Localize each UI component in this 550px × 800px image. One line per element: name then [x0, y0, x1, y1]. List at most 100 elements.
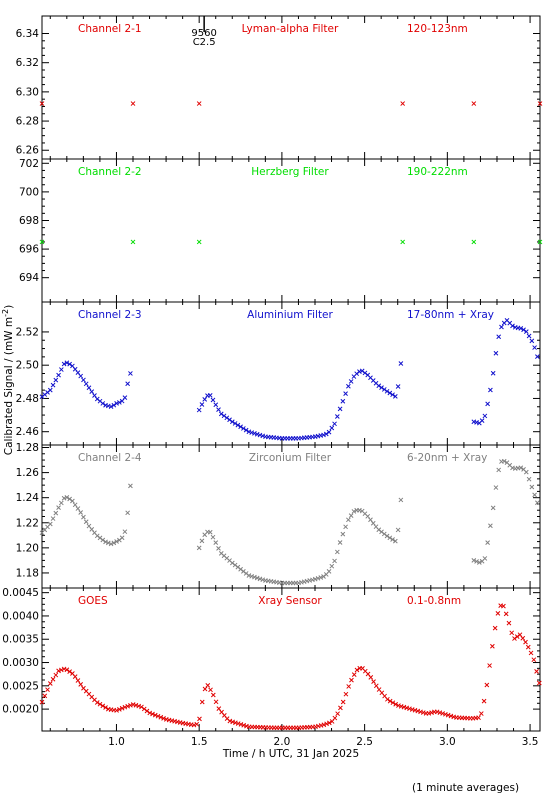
data-point	[337, 540, 343, 545]
data-point	[207, 529, 213, 535]
data-point	[395, 527, 401, 533]
data-point	[482, 556, 488, 561]
data-point	[335, 711, 340, 717]
data-point	[238, 722, 244, 727]
data-point	[125, 703, 131, 709]
data-point	[493, 350, 499, 356]
data-point	[122, 395, 128, 400]
channel-label: Channel 2-4	[78, 452, 142, 464]
band-label: 120-123nm	[407, 23, 468, 35]
data-point	[371, 679, 376, 684]
data-point	[100, 401, 106, 406]
data-point	[100, 537, 106, 543]
data-point	[385, 696, 390, 702]
data-point	[47, 681, 53, 686]
data-point	[122, 704, 128, 710]
data-point	[202, 686, 208, 692]
data-point	[56, 505, 61, 511]
filter-label: Xray Sensor	[258, 595, 322, 607]
data-point	[332, 421, 337, 427]
data-point	[523, 639, 528, 645]
data-point	[213, 699, 219, 705]
data-point	[67, 361, 72, 367]
data-point	[329, 563, 335, 569]
data-series	[39, 318, 540, 441]
data-point	[437, 710, 443, 715]
data-point	[202, 396, 208, 402]
channel-label: GOES	[78, 595, 108, 607]
data-point	[227, 417, 232, 423]
data-point	[196, 407, 202, 413]
data-point	[191, 722, 197, 728]
y-tick-label: 0.0045	[2, 587, 39, 599]
data-point	[229, 419, 235, 425]
data-point	[89, 389, 95, 394]
flare-marker-id: 9560	[191, 28, 216, 39]
data-point	[526, 476, 532, 482]
band-label: 6-20nm + Xray	[407, 452, 487, 464]
data-point	[471, 101, 477, 106]
data-point	[235, 422, 241, 428]
data-point	[348, 379, 354, 384]
panel-2: 694 696 698 700 702 Channel 2-2 Herzberg Filte…	[19, 158, 543, 303]
data-point	[318, 575, 324, 580]
data-point	[390, 537, 395, 542]
data-point	[315, 575, 321, 581]
data-point	[114, 401, 119, 406]
data-point	[329, 425, 335, 431]
data-point	[128, 702, 133, 708]
data-point	[78, 510, 84, 515]
data-point	[114, 708, 119, 713]
data-point	[535, 354, 540, 359]
data-point	[326, 569, 332, 574]
data-point	[117, 707, 122, 712]
data-point	[323, 431, 329, 437]
data-point	[75, 506, 81, 511]
data-point	[321, 432, 326, 438]
panel-3: 2.46 2.48 2.50 2.52 Channel 2-3 Aluminium Fil…	[16, 301, 541, 446]
data-point	[227, 718, 233, 724]
data-point	[398, 361, 404, 366]
data-point	[246, 429, 252, 435]
data-point	[254, 575, 260, 581]
data-point	[254, 431, 260, 437]
y-tick-label: 1.24	[16, 492, 40, 504]
panel-frame	[41, 15, 541, 160]
y-tick-label: 1.22	[16, 517, 39, 529]
data-point	[479, 418, 485, 423]
data-point	[334, 549, 340, 555]
data-point	[496, 334, 502, 340]
data-point	[139, 704, 144, 710]
data-point	[351, 509, 357, 514]
data-point	[384, 533, 390, 539]
data-point	[337, 406, 343, 412]
x-tick-label: 1.5	[191, 736, 208, 748]
data-point	[536, 680, 542, 686]
data-point	[518, 465, 524, 471]
data-point	[535, 500, 540, 506]
data-point	[354, 667, 360, 673]
data-point	[490, 643, 495, 649]
data-point	[100, 703, 106, 709]
data-point	[485, 540, 490, 546]
panel-frame	[41, 587, 541, 732]
data-point	[61, 361, 67, 367]
data-point	[474, 559, 479, 564]
data-point	[119, 535, 125, 541]
data-point	[528, 650, 534, 656]
data-point	[86, 385, 92, 391]
data-point	[392, 538, 398, 544]
data-point	[111, 402, 117, 408]
data-point	[152, 712, 158, 718]
data-point	[346, 383, 351, 389]
data-point	[351, 672, 357, 678]
data-point	[348, 513, 354, 518]
data-point	[70, 498, 75, 504]
data-point	[312, 576, 318, 582]
panel-frame	[41, 301, 541, 446]
y-tick-label: 2.48	[16, 393, 39, 405]
data-point	[72, 502, 78, 508]
filter-label: Zirconium Filter	[249, 452, 332, 464]
data-series	[39, 101, 543, 106]
data-point	[108, 404, 114, 410]
